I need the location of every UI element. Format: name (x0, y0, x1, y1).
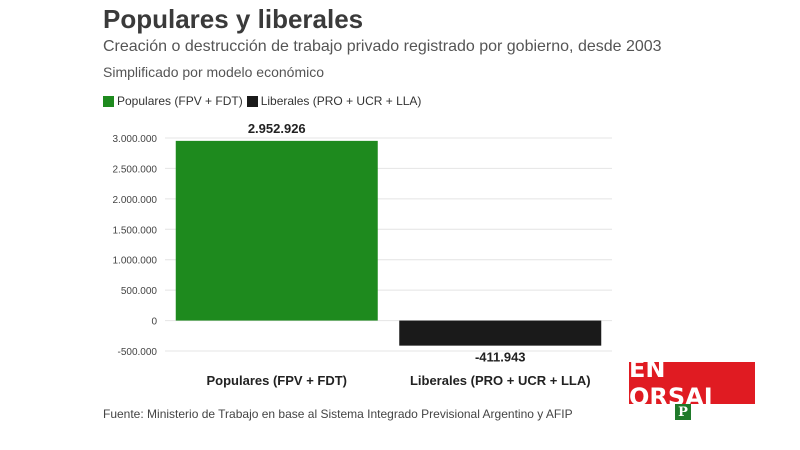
chart-subtitle: Creación o destrucción de trabajo privad… (103, 38, 662, 55)
legend-label-populares: Populares (FPV + FDT) (117, 94, 243, 108)
data-label: 2.952.926 (248, 121, 306, 136)
source-note: Fuente: Ministerio de Trabajo en base al… (103, 407, 573, 421)
legend-swatch-populares (103, 95, 114, 107)
y-tick-label: 0 (151, 317, 157, 328)
x-category-label: Liberales (PRO + UCR + LLA) (410, 373, 591, 388)
x-category-label: Populares (FPV + FDT) (207, 373, 348, 388)
y-tick-label: 3.000.000 (113, 134, 158, 145)
legend-item-liberales[interactable]: Liberales (PRO + UCR + LLA) (246, 94, 422, 108)
legend-label-liberales: Liberales (PRO + UCR + LLA) (260, 94, 422, 108)
bar-chart: 3.000.000 2.500.000 2.000.000 1.500.000 1.00… (113, 121, 612, 388)
y-tick-label: 2.000.000 (113, 195, 158, 206)
legend-item-populares[interactable]: Populares (FPV + FDT) (103, 94, 243, 108)
bar-populares (175, 140, 378, 321)
y-tick-label: -500.000 (118, 347, 158, 358)
en-orsai-logo: EN ORSAI (629, 355, 755, 411)
legend-swatch-liberales (246, 95, 258, 107)
chart-note: Simplificado por modelo económico (103, 64, 324, 80)
chart-title: Populares y liberales (103, 4, 364, 34)
y-tick-label: 500.000 (121, 286, 158, 297)
y-tick-label: 1.500.000 (113, 225, 158, 236)
y-tick-label: 2.500.000 (113, 164, 158, 175)
legend: Populares (FPV + FDT) Liberales (PRO + U… (103, 94, 425, 108)
bar-liberales (399, 320, 602, 346)
y-tick-label: 1.000.000 (113, 256, 158, 267)
logo-badge-icon: P (675, 404, 691, 420)
data-label: -411.943 (475, 350, 526, 365)
